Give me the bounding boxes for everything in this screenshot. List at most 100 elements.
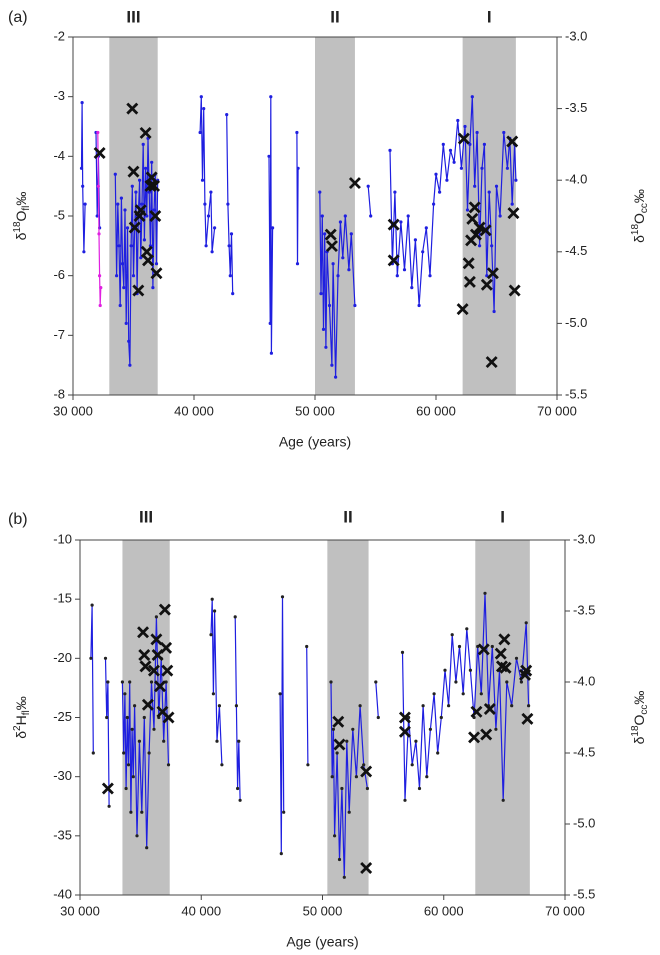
- cross-marker: [469, 228, 482, 241]
- y2-tick-label: -5.5: [573, 886, 595, 901]
- cross-marker: [457, 132, 470, 145]
- cross-marker: [398, 725, 411, 738]
- cross-marker: [138, 649, 151, 662]
- y2-tick-label: -4.0: [565, 172, 587, 187]
- y-tick-label: -10: [53, 531, 72, 546]
- cross-marker: [160, 641, 173, 654]
- x-tick-label: 50 000: [303, 903, 343, 918]
- cross-marker: [473, 221, 486, 234]
- axis-label: δ18Occ‰: [630, 189, 650, 243]
- axis-label: δ18Ofl‰: [12, 192, 32, 241]
- y-tick-label: -5: [53, 207, 65, 222]
- region-label: I: [500, 507, 505, 526]
- label-part: 18: [12, 221, 23, 233]
- cross-marker: [486, 267, 499, 280]
- y2-tick-label: -3.5: [573, 602, 595, 617]
- cross-marker: [139, 660, 152, 673]
- x-tick-label: 40 000: [181, 903, 221, 918]
- cross-marker: [480, 728, 493, 741]
- label-part: ‰: [631, 691, 647, 705]
- cross-marker: [507, 207, 520, 220]
- cross-marker: [142, 254, 155, 267]
- panel-label: (a): [8, 9, 28, 26]
- panel-label: (b): [8, 511, 28, 528]
- cross-marker: [521, 712, 534, 725]
- region-label: II: [343, 507, 352, 526]
- x-tick-label: 70 000: [537, 403, 577, 418]
- y-tick-label: -7: [53, 327, 65, 342]
- label-part: fl: [21, 710, 32, 715]
- cross-marker: [462, 257, 475, 270]
- x-tick-label: 30 000: [60, 903, 100, 918]
- region-label: II: [330, 7, 339, 26]
- cross-marker: [150, 267, 163, 280]
- label-part: H: [13, 715, 29, 725]
- x-tick-label: 40 000: [174, 403, 214, 418]
- label-part: ‰: [13, 696, 29, 710]
- y-tick-label: -30: [53, 768, 72, 783]
- region-label: III: [126, 7, 140, 26]
- x-tick-label: 50 000: [295, 403, 335, 418]
- cross-marker: [147, 664, 160, 677]
- label-part: ‰: [631, 189, 647, 203]
- y-tick-label: -35: [53, 827, 72, 842]
- cross-marker: [483, 702, 496, 715]
- region-label: I: [487, 7, 492, 26]
- x-tick-label: 60 000: [416, 403, 456, 418]
- label-part: 2: [12, 725, 23, 731]
- label-part: cc: [639, 203, 650, 213]
- y-tick-label: -6: [53, 267, 65, 282]
- y-tick-label: -4: [53, 148, 65, 163]
- x-tick-label: 60 000: [424, 903, 464, 918]
- cross-marker: [499, 661, 512, 674]
- cross-marker: [506, 135, 519, 148]
- y-tick-label: -2: [53, 28, 65, 43]
- cross-marker: [137, 626, 150, 639]
- y2-tick-label: -5.0: [573, 815, 595, 830]
- cross-marker: [480, 278, 493, 291]
- cross-marker: [149, 210, 162, 222]
- cross-marker: [508, 284, 521, 297]
- cross-marker: [468, 201, 481, 214]
- y-tick-label: -20: [53, 650, 72, 665]
- x-tick-label: 70 000: [545, 903, 585, 918]
- label-part: δ: [631, 235, 647, 243]
- cross-marker: [470, 705, 483, 718]
- label-part: cc: [639, 705, 650, 715]
- label-part: 18: [630, 224, 641, 236]
- panel: (b) III II I30 000 40 000 50 000 60 000 70 000-…: [8, 507, 650, 949]
- y-tick-label: -3: [53, 88, 65, 103]
- shaded-region: [475, 540, 530, 895]
- cross-marker: [158, 603, 171, 616]
- y2-tick-label: -4.5: [573, 744, 595, 759]
- cross-marker: [126, 102, 139, 115]
- cross-marker: [332, 715, 345, 728]
- cross-marker: [348, 177, 361, 190]
- cross-marker: [360, 765, 373, 778]
- panel: (a) III II I30 000 40 000 50 000 60 000 70 000-…: [8, 7, 650, 449]
- label-part: ‰: [13, 192, 29, 206]
- cross-marker: [128, 221, 141, 234]
- y-tick-label: -15: [53, 591, 72, 606]
- x-tick-label: 30 000: [53, 403, 93, 418]
- region-label: III: [139, 507, 153, 526]
- axis-label: δ18Occ‰: [630, 691, 650, 745]
- label-part: O: [631, 714, 647, 725]
- cross-marker: [150, 633, 163, 646]
- cross-marker: [132, 284, 145, 297]
- cross-marker: [162, 711, 175, 724]
- y-tick-label: -40: [53, 886, 72, 901]
- cross-marker: [498, 633, 511, 646]
- cross-marker: [324, 228, 337, 241]
- cross-marker: [161, 664, 174, 677]
- cross-marker: [360, 862, 373, 875]
- cross-marker: [520, 664, 533, 677]
- label-part: δ: [13, 731, 29, 739]
- cross-marker: [93, 147, 106, 159]
- cross-marker: [398, 711, 411, 724]
- x-axis-label: Age (years): [279, 434, 351, 450]
- cross-marker: [145, 171, 158, 184]
- y2-tick-label: -3.0: [565, 28, 587, 43]
- cross-marker: [127, 165, 140, 178]
